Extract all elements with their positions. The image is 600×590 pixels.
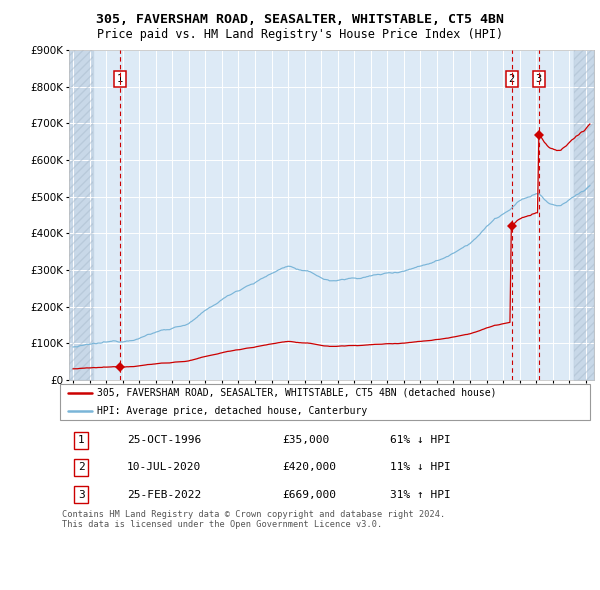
Text: 61% ↓ HPI: 61% ↓ HPI: [390, 435, 451, 445]
Text: £669,000: £669,000: [283, 490, 337, 500]
Text: 31% ↑ HPI: 31% ↑ HPI: [390, 490, 451, 500]
Text: 10-JUL-2020: 10-JUL-2020: [127, 463, 201, 473]
Text: 1: 1: [116, 74, 123, 84]
Text: HPI: Average price, detached house, Canterbury: HPI: Average price, detached house, Cant…: [97, 406, 368, 416]
Text: 1: 1: [78, 435, 85, 445]
Text: £35,000: £35,000: [283, 435, 330, 445]
Text: 305, FAVERSHAM ROAD, SEASALTER, WHITSTABLE, CT5 4BN (detached house): 305, FAVERSHAM ROAD, SEASALTER, WHITSTAB…: [97, 388, 497, 398]
Text: 3: 3: [535, 74, 542, 84]
Text: 25-OCT-1996: 25-OCT-1996: [127, 435, 201, 445]
Text: 2: 2: [78, 463, 85, 473]
FancyBboxPatch shape: [59, 384, 590, 421]
Text: 25-FEB-2022: 25-FEB-2022: [127, 490, 201, 500]
Text: 2: 2: [509, 74, 515, 84]
Text: 3: 3: [78, 490, 85, 500]
Text: £420,000: £420,000: [283, 463, 337, 473]
Text: Contains HM Land Registry data © Crown copyright and database right 2024.
This d: Contains HM Land Registry data © Crown c…: [62, 510, 446, 529]
Text: 11% ↓ HPI: 11% ↓ HPI: [390, 463, 451, 473]
Text: 305, FAVERSHAM ROAD, SEASALTER, WHITSTABLE, CT5 4BN: 305, FAVERSHAM ROAD, SEASALTER, WHITSTAB…: [96, 13, 504, 26]
Text: Price paid vs. HM Land Registry's House Price Index (HPI): Price paid vs. HM Land Registry's House …: [97, 28, 503, 41]
